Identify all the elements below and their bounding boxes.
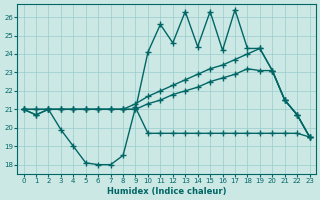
X-axis label: Humidex (Indice chaleur): Humidex (Indice chaleur) <box>107 187 226 196</box>
